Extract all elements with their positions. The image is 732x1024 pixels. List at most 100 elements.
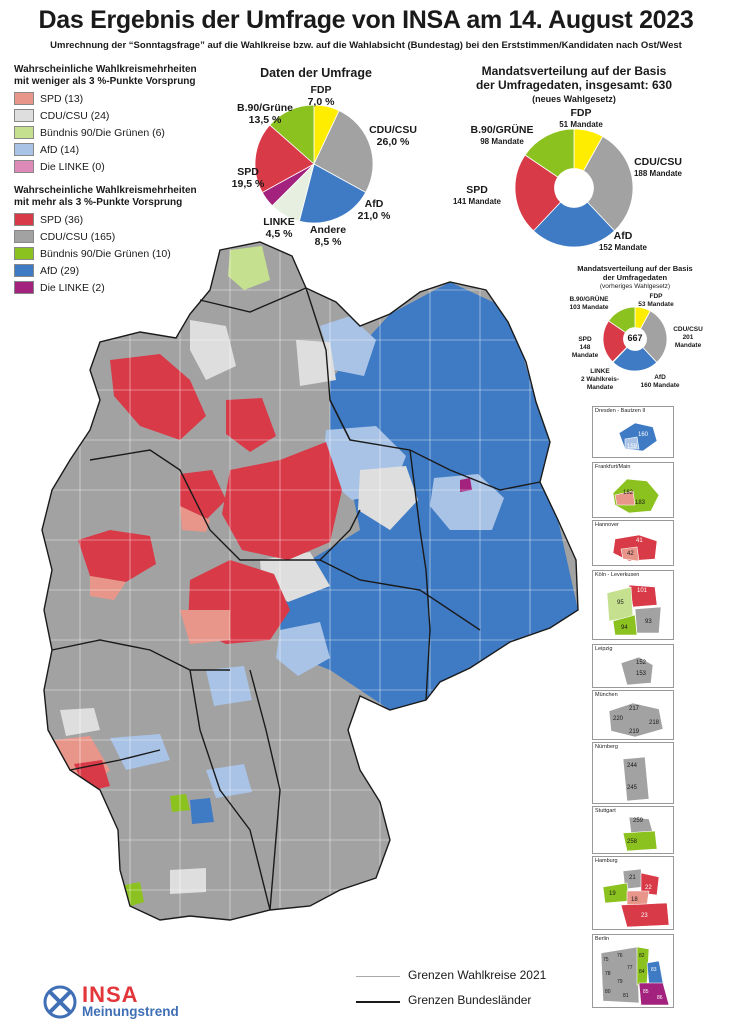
legend-swatch: [14, 230, 34, 243]
donut-new-label-cdu: CDU/CSU 188 Mandate: [626, 156, 690, 180]
inset-number: 183: [635, 500, 646, 506]
survey-pie-slice-afd: [298, 163, 367, 224]
donut-label-party: CDU/CSU: [673, 326, 703, 333]
pie-label-party: B.90/Grüne: [236, 102, 294, 114]
pie-label-afd: AfD 21,0 %: [346, 198, 402, 222]
inset-berlin-map: [600, 946, 670, 1006]
region-spd-hannover: [226, 398, 276, 452]
legend-weak-heading: Wahrscheinliche Wahlkreismehrheiten mit …: [14, 64, 214, 88]
inset-number: 41: [636, 538, 643, 544]
survey-pie-slice-b-90-gr-ne: [269, 104, 315, 165]
legend-swatch: [14, 143, 34, 156]
pie-label-value: 19,5 %: [231, 178, 265, 190]
inset-number: 79: [617, 979, 623, 985]
inset-nuernberg-map: [622, 756, 650, 802]
legend-strong-heading-line1: Wahrscheinliche Wahlkreismehrheiten: [14, 185, 197, 196]
inset-hannover: Hannover 41 42: [592, 520, 674, 566]
inset-berlin: Berlin 75 76 77 78 79 80 81 82 83 84 85 …: [592, 934, 674, 1008]
pie-label-party: CDU/CSU: [369, 124, 417, 136]
inset-frankfurt-map: [612, 478, 660, 514]
legend-swatch: [14, 281, 34, 294]
region-afd-east: [280, 282, 578, 710]
inset-number: 219: [629, 729, 640, 735]
region-cdu-light-north: [190, 320, 236, 380]
legend-swatch: [14, 213, 34, 226]
pie-label-andere: Andere 8,5 %: [300, 224, 356, 248]
legend-label: Die LINKE (0): [40, 160, 105, 173]
inset-number: 153: [636, 671, 647, 677]
region-linke-berlin: [460, 478, 472, 492]
legend-item-weak-gruene: Bündnis 90/Die Grünen (6): [14, 124, 214, 141]
legend-label-wahlkreise: Grenzen Wahlkreise 2021: [408, 968, 547, 982]
legend-swatch: [14, 160, 34, 173]
region-afd-light-3: [320, 316, 376, 376]
legend-item-strong-cdu: CDU/CSU (165): [14, 228, 214, 245]
inset-number: 80: [605, 989, 611, 995]
legend-weak: Wahrscheinliche Wahlkreismehrheiten mit …: [14, 64, 214, 175]
legend-label: AfD (29): [40, 264, 80, 277]
pie-label-linke: LINKE 4,5 %: [254, 216, 304, 240]
pie-label-value: 7,0 %: [307, 96, 335, 108]
insa-logo-tagline: Meinungstrend: [82, 1004, 179, 1019]
region-spd-ruhr: [78, 530, 156, 582]
donut-new-label-spd: SPD 141 Mandate: [446, 184, 508, 208]
inset-stuttgart: Stuttgart 259 258: [592, 806, 674, 854]
inset-stuttgart-map: [622, 816, 658, 852]
legend-swatch: [14, 264, 34, 277]
seat-donut-new-slice-b-90-gr-ne: [524, 128, 575, 178]
inset-number: 82: [639, 953, 645, 959]
region-spd-light-hessen: [180, 610, 230, 644]
inset-number: 94: [621, 625, 628, 631]
insa-logo-icon: [43, 985, 77, 1019]
inset-label: Nürnberg: [595, 744, 618, 750]
page-subtitle: Umrechnung der “Sonntagsfrage” auf die W…: [50, 40, 682, 51]
donut-old-total: 667: [627, 333, 643, 343]
inset-label: Köln - Leverkusen: [595, 572, 640, 578]
donut-old-label-spd: SPD 148 Mandate: [568, 336, 602, 360]
pie-label-party: AfD: [364, 198, 384, 210]
seat-donut-new-slice-spd: [514, 154, 562, 232]
survey-pie-title: Daten der Umfrage: [260, 66, 372, 80]
pie-label-spd: SPD 19,5 %: [228, 166, 268, 190]
donut-old-label-gruene: B.90/GRÜNE 103 Mandate: [560, 296, 618, 312]
legend-label: AfD (14): [40, 143, 80, 156]
inset-number: 86: [657, 995, 663, 1001]
inset-number: 258: [627, 839, 638, 845]
seat-donut-new-title-line2: der Umfragedaten, insgesamt: 630: [475, 78, 673, 92]
legend-strong-heading-line2: mit mehr als 3 %-Punkte Vorsprung: [14, 197, 183, 208]
inset-number: 244: [627, 763, 638, 769]
region-afd-light-2: [430, 474, 504, 530]
inset-dresden: Dresden - Bautzen II 160 159: [592, 406, 674, 458]
donut-label-value: 53 Mandate: [638, 301, 674, 308]
legend-label: CDU/CSU (24): [40, 109, 110, 122]
region-afd-light-franken: [206, 666, 252, 706]
donut-label-value: 2 Wahlkreis-Mandate: [580, 376, 620, 391]
inset-leipzig-map: [620, 656, 654, 686]
inset-number: 245: [627, 785, 638, 791]
legend-swatch: [14, 92, 34, 105]
legend-item-strong-afd: AfD (29): [14, 262, 214, 279]
pie-label-party: SPD: [237, 166, 259, 178]
seat-donut-old-title-line3: (vorheriges Wahlgesetz): [599, 283, 671, 290]
inset-dresden-map: [618, 422, 658, 452]
legend-swatch: [14, 109, 34, 122]
pie-label-value: 4,5 %: [265, 228, 293, 240]
region-cdu-light-sbw: [170, 868, 206, 894]
legend-line-bundeslaender: [356, 1001, 400, 1003]
inset-number: 78: [605, 971, 611, 977]
donut-label-party: AfD: [654, 374, 666, 381]
inset-label: Hannover: [595, 522, 619, 528]
legend-weak-heading-line1: Wahrscheinliche Wahlkreismehrheiten: [14, 64, 197, 75]
inset-label: München: [595, 692, 618, 698]
seat-donut-new-title-line3: (neues Wahlgesetz): [532, 94, 616, 104]
inset-number: 218: [649, 720, 660, 726]
inset-number: 21: [629, 875, 636, 881]
inset-koeln-map: [606, 584, 662, 636]
legend-strong-heading: Wahrscheinliche Wahlkreismehrheiten mit …: [14, 185, 214, 209]
inset-label: Leipzig: [595, 646, 613, 652]
region-afd-light-4: [276, 622, 330, 676]
inset-muenchen-map: [608, 702, 664, 738]
inset-number: 18: [631, 897, 638, 903]
seat-donut-new: [514, 128, 634, 248]
seat-donut-new-title: Mandatsverteilung auf der Basis der Umfr…: [454, 64, 694, 106]
